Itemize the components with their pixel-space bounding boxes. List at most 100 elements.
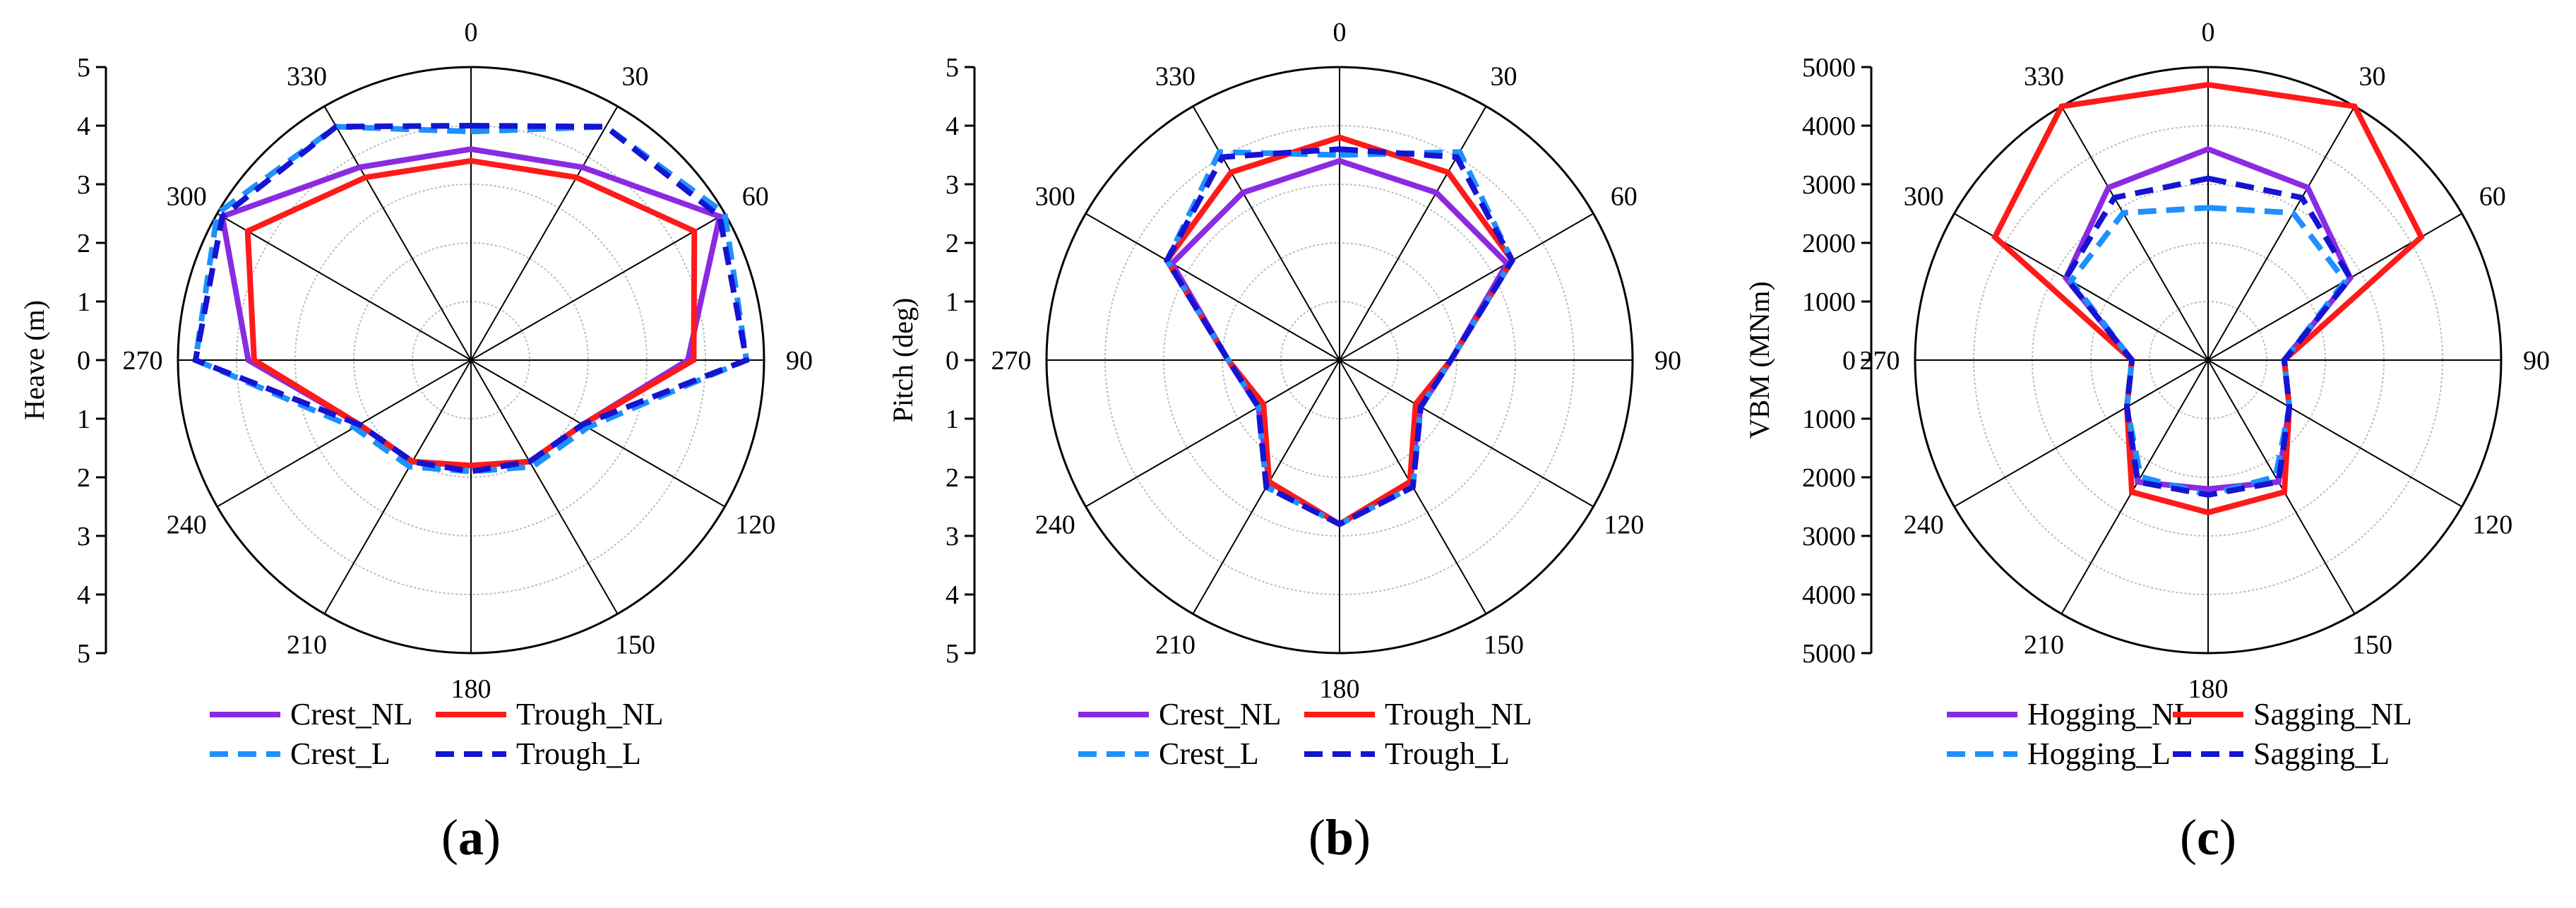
radial-tick-label: 4000 [1802,580,1856,610]
angle-spoke [1954,213,2209,361]
angle-label: 240 [1035,510,1075,540]
radial-tick-label: 1 [946,405,959,434]
angle-label: 210 [2024,631,2064,660]
angle-label: 120 [1604,510,1644,540]
legend-label: Trough_NL [1385,697,1532,731]
legend-label: Crest_L [290,736,390,771]
y-axis-title: VBM (MNm) [1743,281,1775,438]
angle-spoke [217,359,472,508]
angle-spoke [1085,213,1340,361]
angle-label: 210 [1155,631,1195,660]
radial-tick-label: 5000 [1802,639,1856,669]
angle-spoke [2207,213,2462,361]
angle-label: 90 [1654,346,1681,376]
angle-spoke [1192,106,1340,361]
angle-label: 0 [2202,18,2215,47]
legend-label: Sagging_NL [2253,697,2412,731]
angle-label: 180 [451,674,491,704]
panel-label: (c) [2180,809,2236,866]
angle-label: 180 [2188,674,2229,704]
radial-tick-label: 3000 [1802,170,1856,200]
angle-label: 210 [287,631,327,660]
radial-tick-label: 2000 [1802,463,1856,493]
radial-tick-label: 4 [77,112,90,141]
legend-label: Crest_L [1159,736,1259,771]
y-axis-title: Pitch (deg) [887,298,919,423]
radial-tick-label: 3 [946,522,959,551]
legend-label: Sagging_L [2253,736,2390,771]
angle-spoke [2207,359,2356,614]
angle-spoke [2207,106,2356,361]
radial-tick-label: 1000 [1802,405,1856,434]
angle-label: 60 [742,182,769,212]
angle-spoke [323,106,472,361]
angle-spoke [323,359,472,614]
angle-label: 270 [123,346,163,376]
angle-label: 30 [1491,61,1517,91]
radial-tick-label: 2000 [1802,229,1856,258]
radial-tick-label: 0 [1842,346,1856,376]
angle-label: 30 [2359,61,2386,91]
radial-tick-label: 4 [946,112,959,141]
chart-panel-0: 0306090120150180210240270300330543210123… [18,18,813,866]
angle-label: 120 [735,510,775,540]
legend-label: Hogging_NL [2027,697,2193,731]
angle-label: 240 [1904,510,1944,540]
chart-panel-1: 0306090120150180210240270300330543210123… [887,18,1681,866]
legend-label: Trough_NL [516,697,664,731]
radial-tick-label: 3 [77,170,90,200]
legend-label: Trough_L [1385,736,1510,771]
radial-tick-label: 1000 [1802,287,1856,317]
legend-label: Hogging_L [2027,736,2171,771]
outer-circle [177,66,765,655]
angle-spoke [470,213,725,361]
angle-label: 180 [1320,674,1360,704]
angle-label: 330 [1155,61,1195,91]
angle-label: 30 [622,61,649,91]
angle-label: 60 [1611,182,1638,212]
angle-label: 300 [1904,182,1944,212]
radial-tick-label: 5000 [1802,53,1856,83]
panel-label: (a) [441,809,501,866]
radial-tick-label: 5 [946,639,959,669]
angle-label: 90 [786,346,813,376]
radial-tick-label: 3000 [1802,522,1856,551]
angle-spoke [1339,213,1594,361]
radial-tick-label: 1 [77,287,90,317]
radial-tick-label: 4 [946,580,959,610]
angle-spoke [217,213,472,361]
angle-spoke [470,359,725,508]
radial-tick-label: 4 [77,580,90,610]
angle-label: 330 [287,61,327,91]
angle-label: 60 [2479,182,2506,212]
angle-label: 0 [465,18,478,47]
radial-tick-label: 0 [946,346,959,376]
angle-spoke [2207,359,2462,508]
legend-label: Trough_L [516,736,641,771]
radial-tick-label: 5 [946,53,959,83]
angle-label: 0 [1333,18,1347,47]
y-axis-title: Heave (m) [18,300,50,420]
angle-spoke [470,106,619,361]
radial-tick-label: 2 [946,463,959,493]
radial-tick-label: 5 [77,53,90,83]
angle-label: 90 [2523,346,2550,376]
angle-label: 150 [615,631,655,660]
angle-label: 270 [991,346,1032,376]
radial-tick-label: 1 [946,287,959,317]
angle-spoke [1954,359,2209,508]
angle-spoke [1339,359,1594,508]
radial-tick-label: 3 [77,522,90,551]
outer-circle [1045,66,1634,655]
radial-tick-label: 1 [77,405,90,434]
outer-circle [1914,66,2503,655]
angle-spoke [1339,106,1487,361]
chart-panel-2: 0306090120150180210240270300330500040003… [1743,18,2550,866]
angle-spoke [470,359,619,614]
angle-label: 300 [1035,182,1075,212]
radial-tick-label: 2 [77,463,90,493]
radial-tick-label: 4000 [1802,112,1856,141]
legend-label: Crest_NL [290,697,413,731]
radial-tick-label: 2 [946,229,959,258]
